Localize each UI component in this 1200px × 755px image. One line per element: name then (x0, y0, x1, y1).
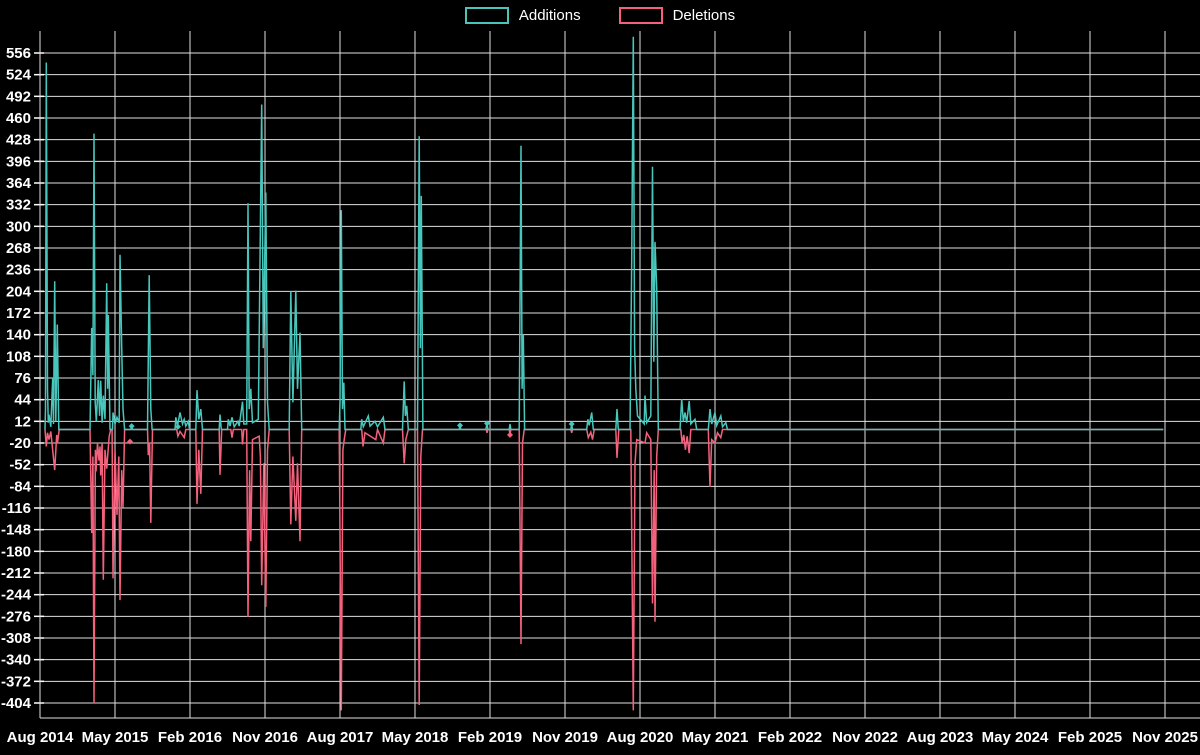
y-tick-label: -404 (1, 695, 32, 712)
x-tick-label: Nov 2016 (232, 729, 298, 746)
y-tick-label: -276 (1, 608, 31, 625)
y-tick-label: 236 (6, 262, 31, 279)
y-tick-label: -308 (1, 630, 31, 647)
y-tick-label: 524 (6, 67, 32, 84)
x-tick-label: Feb 2019 (458, 729, 522, 746)
x-tick-label: Feb 2025 (1058, 729, 1122, 746)
y-tick-label: -244 (1, 587, 32, 604)
y-tick-label: 396 (6, 153, 31, 170)
y-tick-label: -116 (2, 500, 31, 517)
additions-swatch-icon (464, 7, 509, 24)
y-tick-label: -212 (1, 565, 31, 582)
x-tick-label: Feb 2022 (758, 729, 822, 746)
y-tick-label: 364 (6, 175, 32, 192)
chart-legend: Additions Deletions (0, 7, 1200, 24)
x-tick-label: Aug 2020 (607, 729, 674, 746)
y-tick-label: -52 (9, 457, 31, 474)
y-tick-label: 140 (6, 327, 31, 344)
y-tick-label: -372 (1, 673, 31, 690)
point-marker-additions (568, 421, 575, 428)
y-tick-label: 428 (6, 132, 31, 149)
point-marker-additions (128, 423, 135, 430)
y-tick-label: 204 (6, 283, 32, 300)
legend-item-additions[interactable]: Additions (464, 7, 581, 24)
legend-item-deletions[interactable]: Deletions (618, 7, 736, 24)
y-tick-label: -84 (9, 478, 31, 495)
x-tick-label: May 2024 (982, 729, 1049, 746)
x-tick-label: May 2015 (82, 729, 149, 746)
y-tick-label: 76 (14, 370, 31, 387)
point-marker-deletions (127, 438, 133, 445)
y-tick-label: 108 (6, 348, 31, 365)
point-marker-deletions (507, 431, 513, 438)
x-tick-label: May 2018 (382, 729, 449, 746)
x-tick-label: Nov 2022 (832, 729, 898, 746)
legend-label-additions: Additions (518, 7, 581, 24)
y-tick-label: 460 (6, 110, 31, 127)
series-line-additions (44, 36, 1164, 431)
y-tick-label: 44 (14, 392, 31, 409)
y-tick-label: 300 (6, 218, 31, 235)
y-tick-label: -148 (1, 522, 31, 539)
x-tick-label: Aug 2017 (307, 729, 374, 746)
y-tick-label: 12 (14, 413, 31, 430)
x-tick-label: Feb 2016 (158, 729, 222, 746)
y-tick-label: -340 (1, 652, 31, 669)
y-tick-label: 332 (6, 197, 31, 214)
x-tick-label: Nov 2025 (1132, 729, 1198, 746)
deletions-swatch-icon (618, 7, 663, 24)
point-marker-additions (457, 422, 463, 429)
point-marker-additions (174, 423, 181, 430)
x-tick-label: Nov 2019 (532, 729, 598, 746)
y-tick-label: 492 (6, 88, 31, 105)
x-tick-label: Aug 2023 (907, 729, 974, 746)
y-tick-label: 556 (6, 45, 31, 62)
y-tick-label: 172 (6, 305, 31, 322)
y-tick-label: -180 (1, 543, 31, 560)
series-line-deletions (44, 426, 1164, 711)
x-tick-label: May 2021 (682, 729, 749, 746)
point-marker-additions (484, 420, 490, 427)
legend-label-deletions: Deletions (672, 7, 736, 24)
y-tick-label: 268 (6, 240, 31, 257)
x-tick-label: Aug 2014 (7, 729, 74, 746)
y-tick-label: -20 (9, 435, 31, 452)
